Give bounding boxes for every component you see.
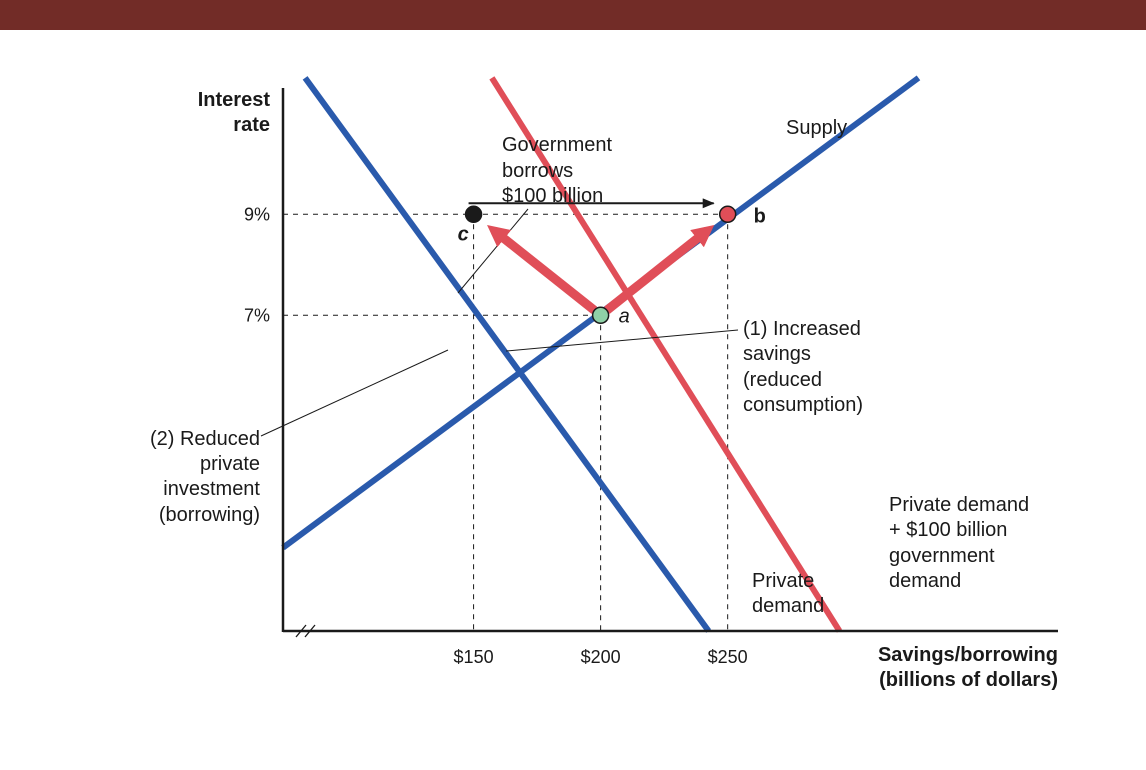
reduced-investment-line-1: (2) Reduced: [150, 428, 260, 450]
reduced-investment-line-3: investment: [163, 478, 260, 500]
series-line-1: [302, 76, 712, 633]
tick-labels: $150 $200 $250 9% 7%: [244, 204, 748, 667]
x-axis-title-line-2: (billions of dollars): [879, 669, 1058, 691]
y-axis-title-line-1: Interest: [198, 89, 271, 111]
x-tick-label-0: $150: [454, 647, 494, 667]
total-demand-label-line-3: government: [889, 545, 995, 567]
increased-savings-line-4: consumption): [743, 394, 863, 416]
y-tick-label-0: 9%: [244, 204, 270, 224]
private-demand-label-line-2: demand: [752, 595, 824, 617]
leader-government-borrows: [457, 208, 529, 294]
arrow-a-to-c: [487, 224, 598, 314]
series-line-2: [489, 76, 843, 633]
government-borrows-line-1: Government: [502, 134, 612, 156]
increased-savings-line-1: (1) Increased: [743, 318, 861, 340]
increased-savings-line-2: savings: [743, 343, 811, 365]
point-c: [464, 205, 483, 224]
y-tick-label-1: 7%: [244, 305, 270, 325]
supply-label: Supply: [786, 117, 847, 139]
reduced-investment-line-2: private: [200, 453, 260, 475]
x-axis-title-line-1: Savings/borrowing: [878, 644, 1058, 666]
movement-arrows: [468, 198, 715, 314]
axis-break-icon: [295, 624, 316, 638]
point-b: [718, 205, 737, 224]
point-label-a: a: [619, 305, 630, 327]
increased-savings-line-3: (reduced: [743, 369, 822, 391]
reduced-investment-line-4: (borrowing): [159, 504, 260, 526]
point-label-c: c: [458, 223, 469, 245]
header-bar: [0, 0, 1146, 30]
leader-increased-savings: [505, 329, 739, 352]
government-borrows-line-3: $100 billion: [502, 185, 603, 207]
x-tick-label-2: $250: [708, 647, 748, 667]
private-demand-label-line-1: Private: [752, 570, 814, 592]
y-axis-title-line-2: rate: [233, 114, 270, 136]
header-bar-fill: [0, 0, 1146, 30]
point-a: [591, 306, 610, 325]
total-demand-label-line-1: Private demand: [889, 494, 1029, 516]
government-borrows-line-2: borrows: [502, 160, 573, 182]
x-tick-label-1: $200: [581, 647, 621, 667]
dashed-guides: [283, 213, 729, 631]
total-demand-label-line-2: + $100 billion: [889, 519, 1007, 541]
point-label-b: b: [754, 205, 766, 227]
arrow-a-to-b: [604, 224, 715, 314]
equilibrium-points: a b c: [458, 205, 766, 327]
total-demand-label-line-4: demand: [889, 570, 961, 592]
leader-reduced-investment: [260, 349, 449, 437]
